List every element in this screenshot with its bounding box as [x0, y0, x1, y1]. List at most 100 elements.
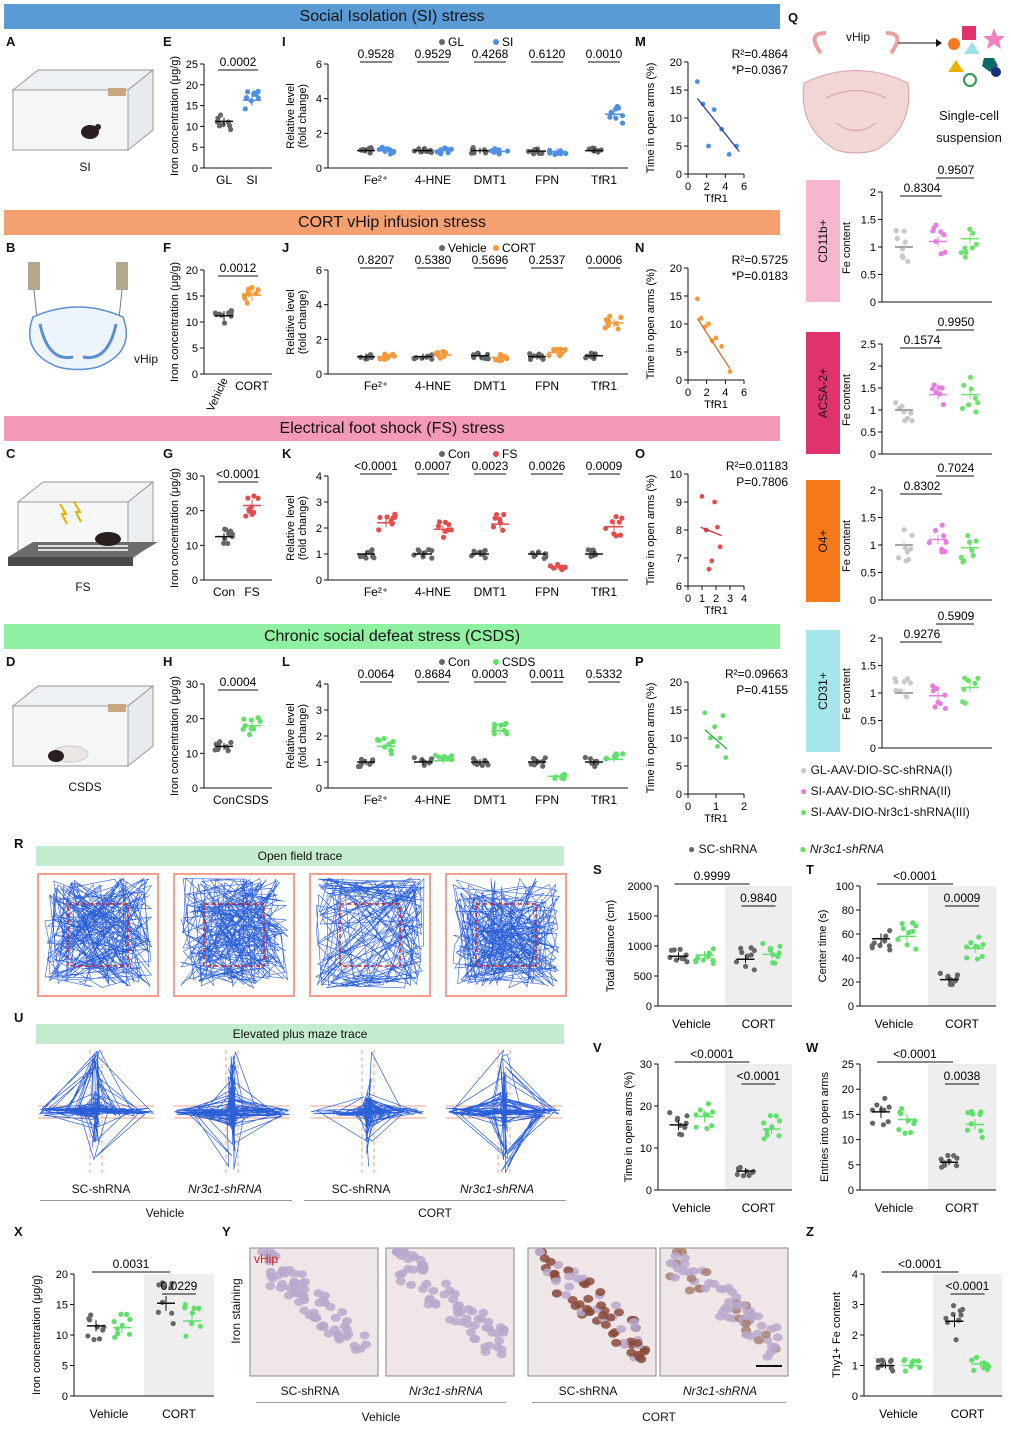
- marker-b-point: [492, 721, 498, 727]
- marker-b-point: [618, 314, 624, 321]
- g3-point: [950, 1303, 957, 1309]
- q-group-point: [901, 527, 907, 533]
- x-tick-label: FPN: [535, 585, 559, 599]
- cell-nucleus: [567, 1295, 578, 1304]
- p-value: 0.5696: [472, 253, 509, 267]
- g2-point: [704, 1125, 710, 1132]
- cell-nucleus: [584, 1277, 595, 1286]
- x-axis-label: TfR1: [704, 605, 728, 617]
- p-value: 0.0064: [358, 667, 395, 681]
- histology-label-1: SC-shRNA: [280, 1384, 340, 1398]
- g4-point: [767, 1113, 773, 1119]
- scatter-point: [700, 101, 706, 107]
- chart-q3: 0 0.5 1 1.5 2 Fe content 0.8302 0.7024: [841, 461, 992, 607]
- q-group-point: [904, 676, 910, 682]
- legend-dot: [493, 245, 499, 251]
- marker-b-point: [377, 514, 383, 521]
- cell-nucleus: [395, 1277, 406, 1286]
- marker-b-point: [435, 523, 442, 529]
- q-group-point: [969, 245, 975, 251]
- p-value: 0.2537: [529, 253, 566, 267]
- g4-point: [971, 1367, 977, 1373]
- chart-e-y-tick-label: 20: [186, 80, 198, 92]
- g4-point: [969, 1357, 975, 1363]
- g3-point: [742, 963, 749, 969]
- histology-label-3: SC-shRNA: [558, 1384, 618, 1398]
- x-tick-label: Fe²⁺: [364, 173, 388, 187]
- q-group-point: [939, 549, 945, 555]
- chart-l-y-tick-label: 4: [316, 679, 322, 691]
- epm-label-4: Nr3c1-shRNA: [459, 1182, 534, 1196]
- g2-point: [899, 920, 905, 927]
- p-value: 0.0009: [586, 459, 623, 473]
- y-axis-label: Relative level: [285, 83, 297, 148]
- group-a-point: [229, 531, 236, 537]
- marker-b-point: [386, 741, 392, 747]
- chart-q3-y-tick-label: 2: [870, 485, 876, 497]
- cell-nucleus: [723, 1298, 734, 1307]
- cell-nucleus: [419, 1263, 430, 1272]
- chart-f: 0 5 10 15 20 Iron concentration (μg/g) 0.0012 V…: [169, 261, 272, 413]
- g2-point: [902, 1356, 908, 1363]
- chart-z-y-tick-label: 3: [852, 1300, 858, 1312]
- q-group-point: [894, 235, 900, 241]
- fit-line: [704, 729, 728, 750]
- g3-point: [943, 1315, 949, 1321]
- y-axis-label: Iron concentration (μg/g): [169, 676, 181, 796]
- chart-o-y-tick-label: 10: [670, 469, 682, 481]
- marker-a-point: [485, 762, 491, 768]
- g4-point: [981, 1365, 987, 1371]
- cell-nucleus: [632, 1339, 643, 1348]
- cell-nucleus: [329, 1325, 340, 1334]
- panel-letter-m: M: [635, 34, 646, 49]
- chart-g-y-tick-label: 10: [186, 540, 198, 552]
- group-a-point: [228, 739, 234, 746]
- epm-group-vehicle: Vehicle: [145, 1206, 185, 1220]
- q-group-point: [942, 705, 949, 712]
- cell-nucleus: [574, 1300, 585, 1309]
- p-value: 0.9276: [904, 627, 941, 641]
- x-tick-label: CORT: [945, 1201, 979, 1215]
- scatter-point: [726, 152, 732, 157]
- cell-nucleus: [452, 1302, 463, 1311]
- chart-q4-y-tick-label: 1: [870, 688, 876, 700]
- x-tick-label: 0: [685, 801, 691, 813]
- panel-letter-e: E: [163, 34, 172, 49]
- chart-l-y-tick-label: 0: [316, 783, 322, 795]
- chart-i-y-tick-label: 4: [316, 94, 322, 106]
- y-axis-label: Fe content: [841, 668, 853, 720]
- p-value: 0.0026: [529, 459, 566, 473]
- cell-nucleus: [288, 1279, 299, 1288]
- g4-point: [764, 1132, 770, 1138]
- p-value: 0.0011: [529, 667, 565, 681]
- q-group-point: [975, 400, 981, 406]
- cell-nucleus: [673, 1264, 684, 1273]
- group-b-point: [245, 495, 251, 501]
- marker-a-point: [411, 552, 417, 558]
- cell-nucleus: [595, 1288, 606, 1297]
- q-legend-group-1: GL-AAV-DIO-SC-shRNA(I): [810, 763, 953, 777]
- arrow-icon: [898, 39, 942, 47]
- chart-q2-y-tick-label: 1.5: [861, 383, 876, 395]
- marker-b-point: [504, 731, 510, 737]
- fit-line: [700, 526, 722, 537]
- chart-q1: 0 0.5 1 1.5 2 Fe content 0.8304 0.9507: [841, 163, 992, 309]
- g4-point: [776, 1133, 782, 1139]
- g1-point: [667, 1110, 673, 1116]
- scatter-point: [715, 524, 720, 530]
- marker-a-point: [363, 555, 369, 561]
- chart-o: 6 7 8 9 10 0 1 2 3 4 TfR1 Time in open arms (%) R²=0…: [645, 459, 788, 617]
- chart-n-y-tick-label: 0: [676, 375, 682, 387]
- chart-z-y-tick-label: 2: [852, 1330, 858, 1342]
- cell-nucleus: [765, 1348, 776, 1357]
- g2-point: [913, 923, 919, 929]
- p-value: 0.6120: [529, 47, 566, 61]
- x-tick-label: CORT: [235, 379, 269, 393]
- marker-a-point: [358, 756, 365, 762]
- q-group-point: [935, 699, 941, 705]
- panel-letter-y: Y: [222, 1224, 231, 1239]
- cell-nucleus: [407, 1251, 418, 1260]
- p-value-inner: 0.0038: [944, 1069, 981, 1083]
- p-value: 0.5909: [938, 609, 975, 623]
